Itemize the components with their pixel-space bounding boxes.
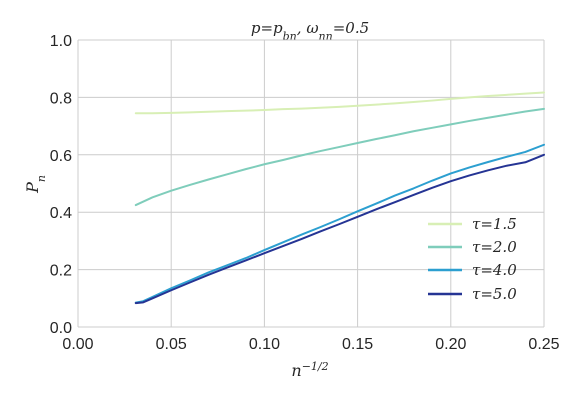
legend-entry-tau-2-0: τ=2.0: [428, 238, 517, 256]
y-axis-ticks: 0.0 0.2 0.4 0.6 0.8 1.0: [50, 33, 72, 337]
y-tick-label: 0.0: [50, 320, 72, 337]
chart-title: p=pbn, ωnn=0.5: [251, 19, 369, 43]
y-tick-label: 0.8: [50, 90, 72, 107]
grid-lines: [77, 39, 545, 328]
x-tick-label: 0.20: [435, 336, 466, 353]
legend-label-tau-4-0: τ=4.0: [472, 261, 517, 279]
y-tick-label: 0.2: [50, 263, 72, 280]
legend-entry-tau-4-0: τ=4.0: [428, 261, 517, 279]
x-tick-label: 0.15: [342, 336, 373, 353]
x-tick-label: 0.00: [62, 336, 93, 353]
x-tick-label: 0.25: [528, 336, 559, 353]
series-lines: [134, 91, 545, 305]
legend-label-tau-5-0: τ=5.0: [472, 285, 517, 303]
legend: τ=1.5 τ=2.0 τ=4.0 τ=5.0: [428, 215, 517, 303]
legend-entry-tau-1-5: τ=1.5: [428, 215, 517, 233]
x-tick-label: 0.05: [156, 336, 187, 353]
series-line-2: [134, 107, 545, 207]
legend-label-tau-1-5: τ=1.5: [472, 215, 517, 233]
series-line-1: [134, 91, 545, 115]
legend-label-tau-2-0: τ=2.0: [472, 238, 517, 256]
x-tick-label: 0.10: [249, 336, 280, 353]
y-tick-label: 0.6: [50, 148, 72, 165]
y-tick-label: 1.0: [50, 33, 72, 50]
y-tick-label: 0.4: [50, 205, 72, 222]
series-line-3: [134, 143, 545, 304]
x-axis-ticks: 0.00 0.05 0.10 0.15 0.20 0.25: [62, 336, 559, 353]
x-axis-label: n−1/2: [291, 360, 328, 381]
legend-entry-tau-5-0: τ=5.0: [428, 285, 517, 303]
y-axis-label: Pn: [23, 175, 48, 194]
series-line-4: [134, 153, 545, 305]
